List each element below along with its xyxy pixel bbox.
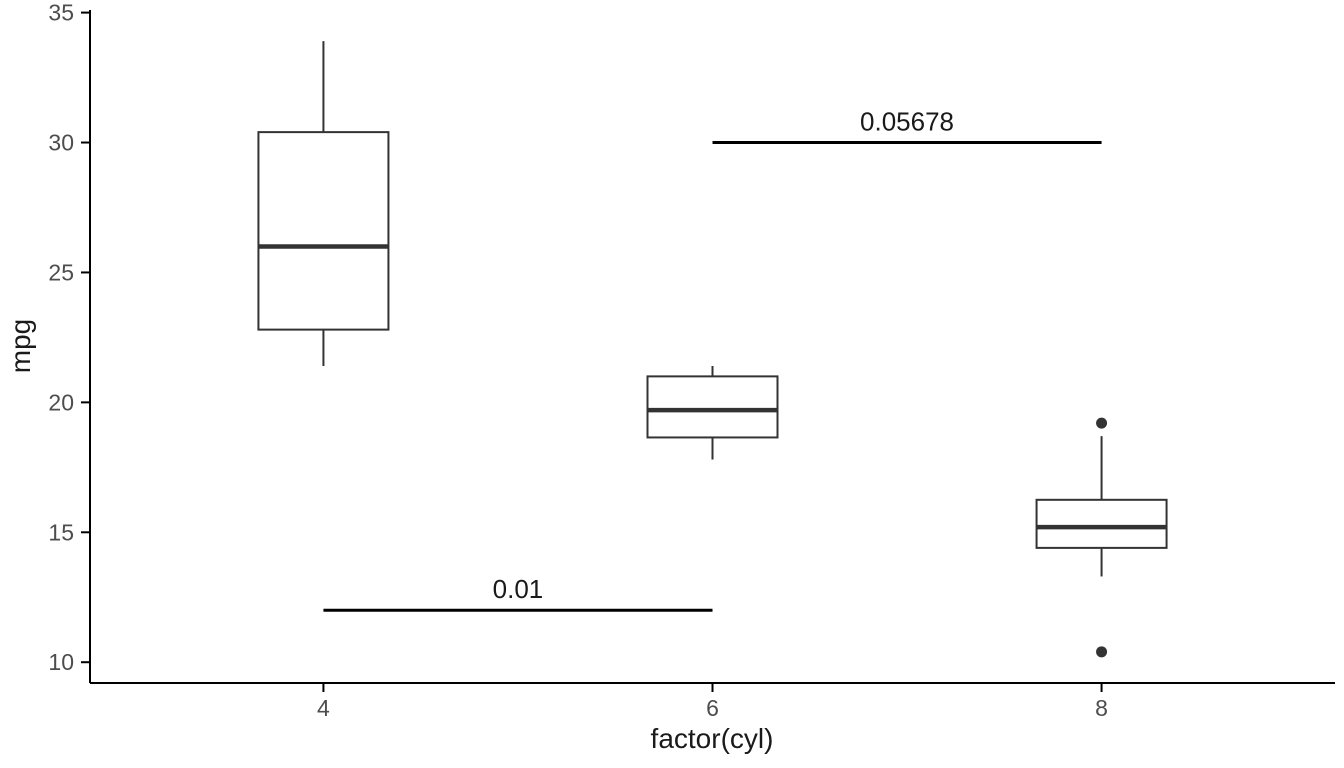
boxplot-group-cyl-6	[646, 365, 779, 460]
boxplot-group-cyl-8	[1035, 417, 1168, 658]
significance-label: 0.01	[493, 574, 544, 604]
iqr-box	[646, 375, 779, 439]
x-tick-label: 6	[706, 695, 719, 721]
marks-layer	[257, 41, 1168, 658]
y-axis-title: mpg	[5, 319, 36, 373]
x-tick-label: 8	[1095, 695, 1108, 721]
y-tick-label: 20	[48, 389, 74, 415]
y-tick-label: 30	[48, 130, 74, 156]
y-tick-label: 35	[48, 0, 74, 26]
iqr-box	[257, 131, 390, 331]
significance-label: 0.05678	[860, 107, 954, 137]
x-axis-title: factor(cyl)	[651, 723, 774, 754]
boxplot-group-cyl-4	[257, 41, 390, 366]
outlier-point	[1096, 417, 1108, 429]
y-tick-label: 15	[48, 519, 74, 545]
y-tick-label: 25	[48, 259, 74, 285]
outlier-point	[1096, 646, 1108, 658]
x-tick-label: 4	[317, 695, 330, 721]
significance-annotation: 0.05678	[712, 107, 1102, 145]
axes-layer: 10 15 20 25 30 35 4 6 8	[48, 0, 1335, 721]
y-tick-label: 10	[48, 649, 74, 675]
annotations-layer: 0.01 0.05678	[323, 107, 1102, 612]
iqr-box	[1035, 498, 1168, 549]
significance-annotation: 0.01	[323, 574, 713, 612]
